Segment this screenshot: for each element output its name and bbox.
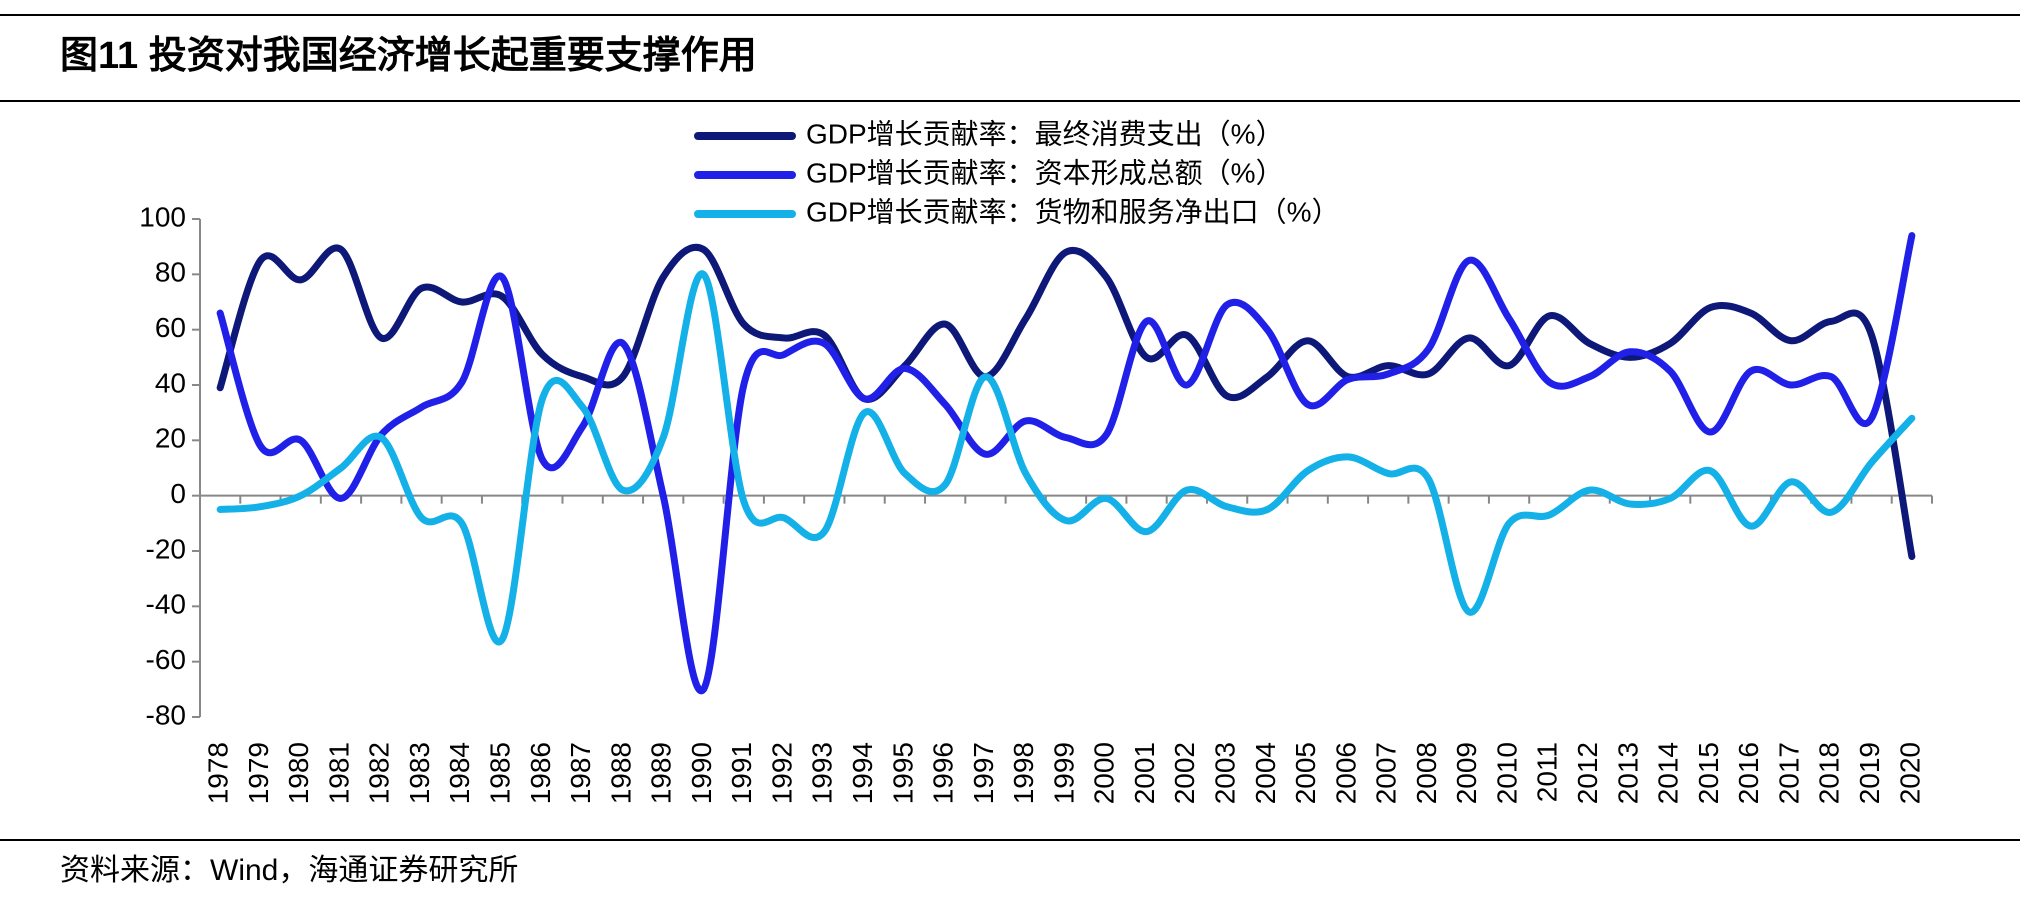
x-tick-label: 2000 bbox=[1089, 742, 1120, 804]
x-tick-label: 1981 bbox=[323, 742, 354, 804]
x-tick-label: 2017 bbox=[1773, 742, 1804, 804]
y-tick-label: -60 bbox=[146, 644, 186, 675]
x-tick-label: 1992 bbox=[766, 742, 797, 804]
x-tick-label: 1982 bbox=[364, 742, 395, 804]
x-tick-label: 2015 bbox=[1693, 742, 1724, 804]
x-tick-label: 1989 bbox=[646, 742, 677, 804]
x-tick-label: 1983 bbox=[404, 742, 435, 804]
x-tick-label: 1996 bbox=[928, 742, 959, 804]
source: 资料来源：Wind，海通证券研究所 bbox=[60, 854, 518, 887]
x-tick-label: 1988 bbox=[605, 742, 636, 804]
x-tick-label: 1985 bbox=[484, 742, 515, 804]
series-line bbox=[216, 243, 1916, 561]
legend-label: GDP增长贡献率：货物和服务净出口（%） bbox=[806, 196, 1340, 227]
x-tick-label: 2020 bbox=[1894, 742, 1925, 804]
x-tick-label: 2018 bbox=[1814, 742, 1845, 804]
x-tick-label: 1978 bbox=[203, 742, 234, 804]
y-tick-label: -20 bbox=[146, 533, 186, 564]
x-tick-label: 2006 bbox=[1330, 742, 1361, 804]
y-tick-label: 20 bbox=[155, 423, 186, 454]
x-tick-label: 2007 bbox=[1371, 742, 1402, 804]
x-tick-label: 1984 bbox=[444, 742, 475, 804]
x-tick-label: 1986 bbox=[525, 742, 556, 804]
chart-title: 图11 投资对我国经济增长起重要支撑作用 bbox=[60, 35, 757, 77]
x-tick-label: 1979 bbox=[243, 742, 274, 804]
x-tick-label: 2004 bbox=[1250, 742, 1281, 804]
x-tick-label: 1990 bbox=[686, 742, 717, 804]
x-tick-label: 1991 bbox=[726, 742, 757, 804]
x-tick-label: 2001 bbox=[1129, 742, 1160, 804]
x-tick-label: 2009 bbox=[1451, 742, 1482, 804]
x-tick-label: 2010 bbox=[1491, 742, 1522, 804]
x-tick-label: 2016 bbox=[1733, 742, 1764, 804]
x-tick-label: 2013 bbox=[1612, 742, 1643, 804]
y-tick-label: 0 bbox=[170, 478, 186, 509]
x-tick-label: 2012 bbox=[1572, 742, 1603, 804]
y-tick-label: 40 bbox=[155, 367, 186, 398]
x-tick-label: 1995 bbox=[887, 742, 918, 804]
x-tick-label: 1980 bbox=[283, 742, 314, 804]
y-tick-label: -40 bbox=[146, 589, 186, 620]
x-tick-label: 2014 bbox=[1653, 742, 1684, 804]
series-line bbox=[216, 270, 1916, 646]
x-tick-label: 1993 bbox=[807, 742, 838, 804]
x-tick-label: 1998 bbox=[1008, 742, 1039, 804]
x-tick-label: 2019 bbox=[1854, 742, 1885, 804]
legend-label: GDP增长贡献率：最终消费支出（%） bbox=[806, 118, 1284, 149]
x-tick-label: 2008 bbox=[1411, 742, 1442, 804]
series-line bbox=[216, 232, 1916, 695]
x-tick-label: 1994 bbox=[847, 742, 878, 804]
y-tick-label: -80 bbox=[146, 699, 186, 730]
x-tick-label: 2002 bbox=[1169, 742, 1200, 804]
y-tick-label: 80 bbox=[155, 257, 186, 288]
x-tick-label: 2005 bbox=[1290, 742, 1321, 804]
y-tick-label: 60 bbox=[155, 312, 186, 343]
legend-label: GDP增长贡献率：资本形成总额（%） bbox=[806, 157, 1284, 188]
x-tick-label: 1999 bbox=[1048, 742, 1079, 804]
x-tick-label: 1987 bbox=[565, 742, 596, 804]
x-tick-label: 2003 bbox=[1210, 742, 1241, 804]
x-tick-label: 2011 bbox=[1532, 742, 1563, 802]
y-tick-label: 100 bbox=[139, 201, 186, 232]
x-tick-label: 1997 bbox=[968, 742, 999, 804]
